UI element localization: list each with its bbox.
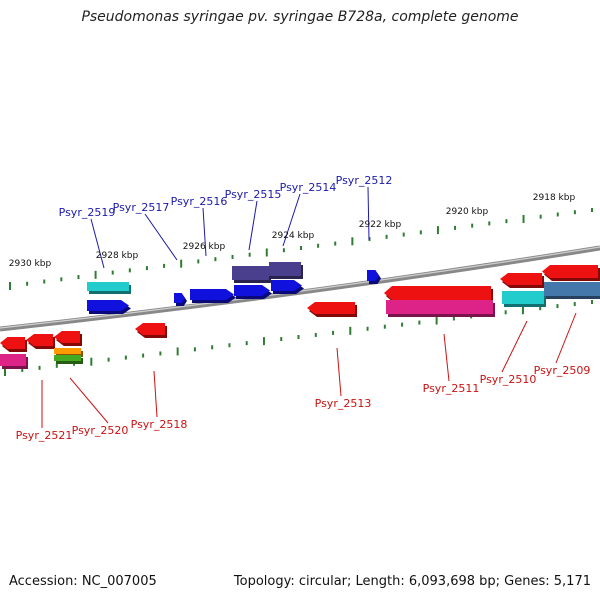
gene-label-plus: Psyr_2519 [59,206,116,219]
kbp-label: 2928 kbp [96,251,139,261]
gene-label-plus: Psyr_2512 [336,174,393,187]
gene-psyr-2515-navy [232,266,271,283]
gene-label-minus: Psyr_2520 [72,424,129,437]
gene-psyr-2522 [0,337,27,352]
minus-leader-line [555,312,577,364]
map-title: Pseudomonas syringae pv. syringae B728a,… [81,9,519,25]
gene-label-minus: Psyr_2513 [315,397,372,410]
minus-leader-line [336,347,342,397]
minus-leader-line [501,320,528,373]
gene-label-minus: Psyr_2511 [423,382,480,395]
minus-leader-line [69,377,109,424]
minus-leader-line [443,333,450,382]
gene-label-minus: Psyr_2521 [16,429,73,442]
gene-psyr-2513 [307,302,357,317]
plus-leader-line [202,207,207,257]
gene-psyr-2509-steel [544,282,600,299]
plus-leader-line [90,218,105,269]
kbp-label: 2930 kbp [9,259,52,269]
gene-psyr-2519 [87,282,131,294]
gene-psyr-2515 [234,285,272,299]
gene-psyr-2520 [54,331,82,346]
minus-leader-line [153,370,158,418]
kbp-label: 2922 kbp [359,220,402,230]
gene-label-plus: Psyr_2515 [225,188,282,201]
gene-psyr-2518 [135,323,167,338]
gene-label-plus: Psyr_2517 [113,201,170,214]
gene-psyr-2510 [500,273,544,288]
gene-psyr-2516 [190,289,236,303]
topology-text: Topology: circular; Length: 6,093,698 bp… [233,574,591,589]
gene-label-minus: Psyr_2510 [480,373,537,386]
gene-label-plus: Psyr_2516 [171,195,228,208]
gene-psyr-2521 [26,334,55,349]
kbp-label: 2926 kbp [183,242,226,252]
gene-psyr-2522-pink [0,354,28,369]
gene-psyr-2514 [271,280,304,294]
gene-label-minus: Psyr_2509 [534,364,591,377]
gene-psyr-2512 [367,270,381,284]
gene-psyr-2520-green [54,355,83,364]
gene-psyr-2511 [384,286,493,303]
gene-psyr-2510-cyan [502,291,546,307]
genome-backbone [0,245,600,332]
plus-leader-line [144,213,178,261]
gene-psyr-2518b [87,300,131,314]
gene-psyr-2517 [174,293,187,306]
gene-label-plus: Psyr_2514 [280,181,337,194]
gene-psyr-2509 [542,265,600,281]
kbp-label: 2924 kbp [272,231,315,241]
gene-psyr-2514-navy [269,262,303,279]
accession-text: Accession: NC_007005 [9,574,157,589]
kbp-label: 2918 kbp [533,193,576,203]
gene-label-minus: Psyr_2518 [131,418,188,431]
plus-leader-line [282,193,301,247]
kbp-label: 2920 kbp [446,207,489,217]
plus-leader-line [248,200,258,251]
plus-leader-line [367,186,370,241]
gene-psyr-2511-pink [386,300,495,317]
